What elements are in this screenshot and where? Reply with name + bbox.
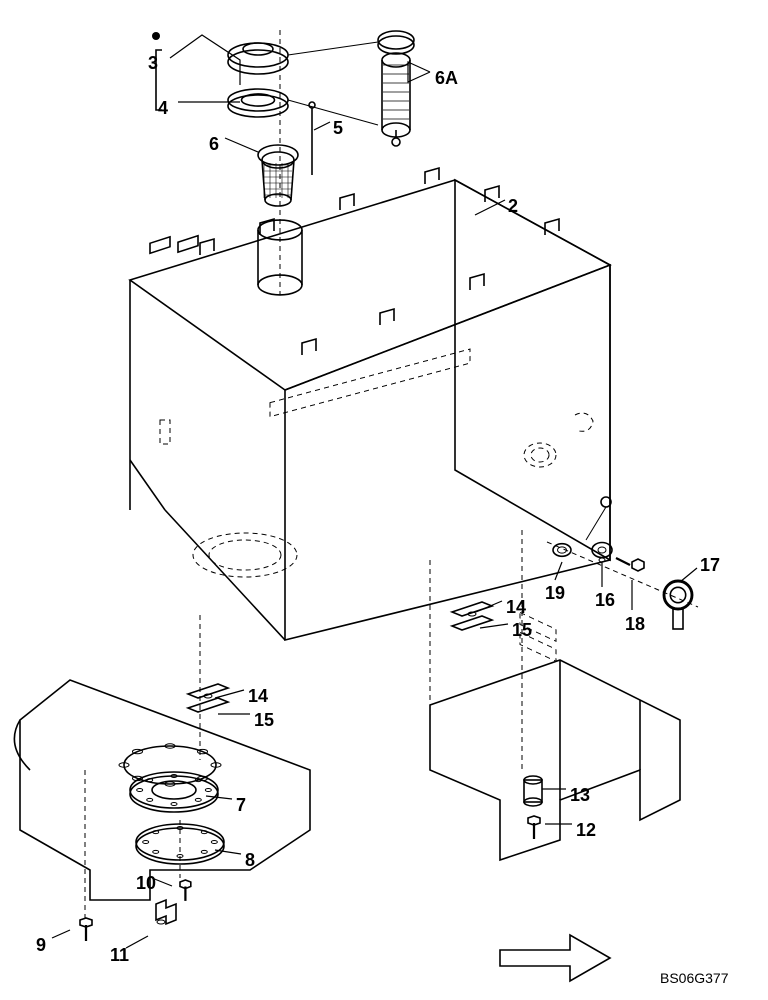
callout-14: 14 [506,597,526,618]
callout-11: 11 [110,945,129,966]
callout-3: 3 [148,53,158,74]
diagram-svg [0,0,768,1000]
callout-10: 10 [136,873,156,894]
callout-18: 18 [625,614,645,635]
callout-4: 4 [158,98,168,119]
drawing-reference: BS06G377 [660,970,729,986]
callout-17: 17 [700,555,720,576]
callout-13: 13 [570,785,590,806]
callout-6: 6 [209,134,219,155]
callout-19: 19 [545,583,565,604]
parts-diagram: BS06G377 34656A2191618171415141513127810… [0,0,768,1000]
callout-2: 2 [508,196,518,217]
callout-16: 16 [595,590,615,611]
callout-6A: 6A [435,68,458,89]
callout-14b: 14 [248,686,268,707]
callout-15b: 15 [254,710,274,731]
callout-9: 9 [36,935,46,956]
callout-8: 8 [245,850,255,871]
callout-15: 15 [512,620,532,641]
callout-5: 5 [333,118,343,139]
callout-7: 7 [236,795,246,816]
callout-12: 12 [576,820,596,841]
